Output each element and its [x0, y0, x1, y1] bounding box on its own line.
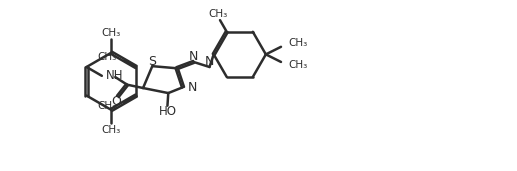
- Text: CH₃: CH₃: [102, 126, 121, 135]
- Text: CH₃: CH₃: [98, 101, 117, 111]
- Text: CH₃: CH₃: [288, 60, 308, 70]
- Text: NH: NH: [105, 69, 123, 82]
- Text: N: N: [188, 81, 197, 94]
- Text: N: N: [205, 55, 214, 68]
- Text: CH₃: CH₃: [102, 28, 121, 37]
- Text: CH₃: CH₃: [288, 38, 308, 48]
- Text: N: N: [189, 50, 198, 63]
- Text: HO: HO: [158, 105, 176, 118]
- Text: CH₃: CH₃: [208, 9, 227, 19]
- Text: S: S: [148, 55, 156, 68]
- Text: CH₃: CH₃: [98, 52, 117, 62]
- Text: O: O: [111, 95, 121, 108]
